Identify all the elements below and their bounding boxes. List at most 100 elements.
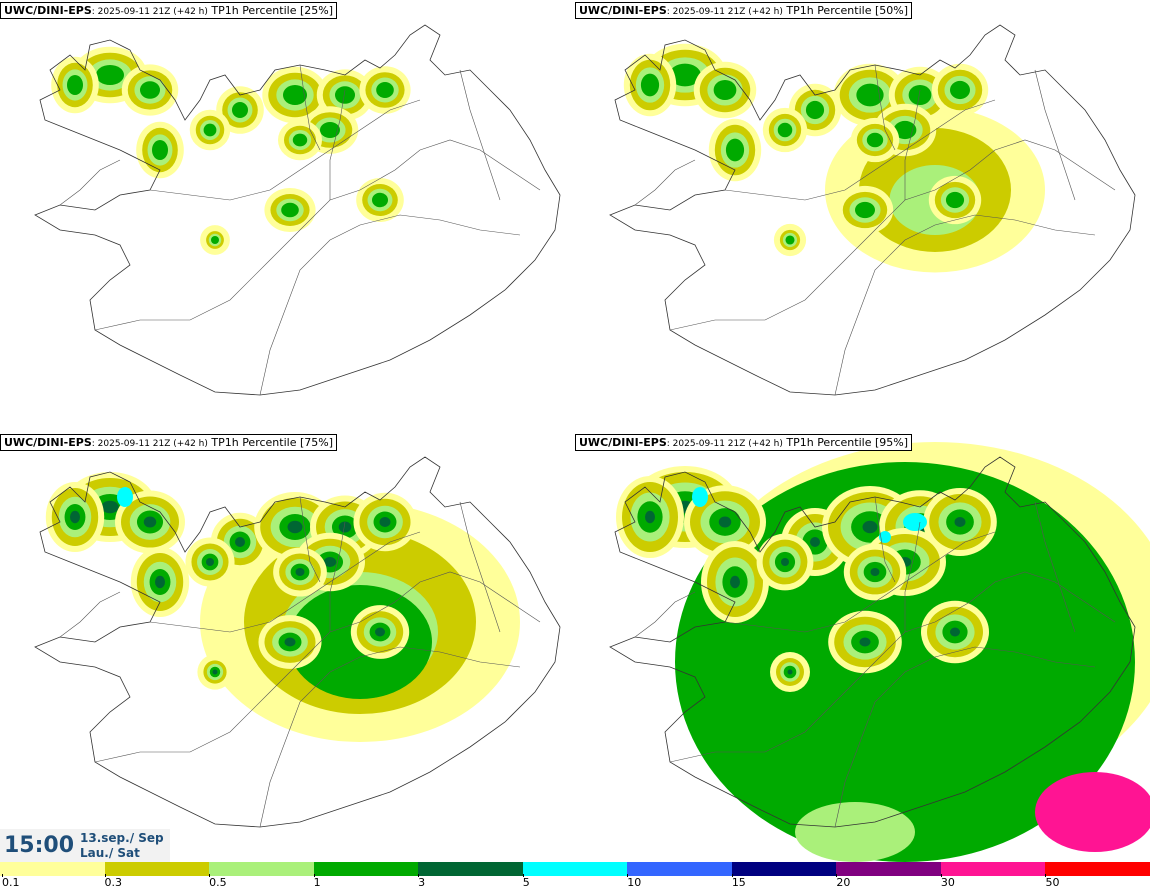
road-line xyxy=(904,521,921,632)
colorbar-tick-label: 0.1 xyxy=(2,874,20,889)
map-panel-p25: UWC/DINI-EPS: 2025-09-11 21Z (+42 h) TP1… xyxy=(0,0,575,430)
precip-cell xyxy=(376,81,394,99)
colorbar-tick-label: 3 xyxy=(418,874,426,889)
precip-cell xyxy=(893,120,917,140)
road-line xyxy=(329,521,346,632)
road-line xyxy=(299,496,321,583)
precip-cell xyxy=(725,138,745,162)
precip-cell xyxy=(859,637,871,647)
colorbar-segment xyxy=(836,862,941,876)
road-line xyxy=(329,89,346,200)
precip-field xyxy=(45,472,520,742)
colorbar-segment xyxy=(209,862,314,876)
road-line xyxy=(459,501,501,633)
colorbar-segment xyxy=(940,862,1046,876)
precip-cell xyxy=(139,81,161,99)
precip-cell xyxy=(151,139,169,161)
coastline xyxy=(609,24,1136,396)
precip-cell xyxy=(371,192,389,208)
road-line xyxy=(149,531,421,633)
valid-time-box: 15:00 13.sep./ Sep Lau./ Sat xyxy=(0,829,170,862)
coastline xyxy=(34,24,561,396)
precip-cell xyxy=(334,86,356,104)
road-line xyxy=(904,89,921,200)
road-line xyxy=(834,646,1096,828)
map-panel-p75: UWC/DINI-EPS: 2025-09-11 21Z (+42 h) TP1… xyxy=(0,432,575,862)
panel-title: UWC/DINI-EPS: 2025-09-11 21Z (+42 h) TP1… xyxy=(575,434,912,451)
precip-cell xyxy=(645,510,655,524)
precip-cell xyxy=(323,557,337,567)
precip-cell xyxy=(870,568,880,576)
road-line xyxy=(259,646,521,828)
panel-title: UWC/DINI-EPS: 2025-09-11 21Z (+42 h) TP1… xyxy=(0,434,337,451)
precip-cell xyxy=(155,575,165,589)
precip-cell xyxy=(235,537,245,547)
precip-cell xyxy=(879,531,891,543)
colorbar-tick-label: 15 xyxy=(731,874,746,889)
road-line xyxy=(634,159,696,206)
precip-cell xyxy=(950,627,960,637)
road-line xyxy=(669,571,1116,763)
precip-area xyxy=(795,802,915,862)
road-line xyxy=(259,214,521,396)
precip-cell xyxy=(101,500,119,514)
colorbar-ticks: 0.1 0.3 0.5 1 3 5 10 15 20 30 50 xyxy=(0,874,1150,891)
precip-cell xyxy=(856,83,884,107)
road-line xyxy=(299,64,321,151)
precip-cell xyxy=(805,100,825,120)
precip-map xyxy=(34,24,561,396)
colorbar-segment xyxy=(0,862,105,876)
precip-cell xyxy=(231,101,249,119)
colorbar-segment xyxy=(313,862,419,876)
road-line xyxy=(459,69,501,201)
road-line xyxy=(1034,69,1076,201)
colorbar-tick-label: 10 xyxy=(627,874,642,889)
precip-cell xyxy=(903,513,927,531)
precip-cell xyxy=(281,202,299,218)
precip-cell xyxy=(730,575,740,589)
precip-cell xyxy=(375,627,385,637)
road-line xyxy=(149,99,421,201)
precip-cell xyxy=(66,74,84,96)
colorbar-segment xyxy=(418,862,523,876)
precip-cell xyxy=(713,80,737,100)
precip-map xyxy=(34,456,561,828)
precip-field xyxy=(623,43,1045,273)
road-line xyxy=(724,531,996,633)
precip-cell xyxy=(866,132,884,148)
road-line xyxy=(94,571,541,763)
road-line xyxy=(634,591,696,638)
precip-cell xyxy=(718,516,732,528)
road-line xyxy=(669,139,1116,331)
precip-field xyxy=(51,46,411,255)
precip-cell xyxy=(206,558,214,566)
colorbar-segment xyxy=(627,862,732,876)
coastline xyxy=(609,456,1136,828)
precip-cell xyxy=(143,516,157,528)
precip-cell xyxy=(810,537,820,547)
colorbar-tick-label: 50 xyxy=(1045,874,1060,889)
colorbar-segment xyxy=(731,862,837,876)
precip-cell xyxy=(862,520,878,534)
valid-weekday: Lau./ Sat xyxy=(80,846,140,860)
road-line xyxy=(874,496,896,583)
colorbar-tick-label: 0.3 xyxy=(104,874,123,889)
precip-cell xyxy=(210,235,220,245)
precip-cell xyxy=(855,201,875,219)
panel-title: UWC/DINI-EPS: 2025-09-11 21Z (+42 h) TP1… xyxy=(575,2,912,19)
colorbar-segment xyxy=(522,862,628,876)
precip-cell xyxy=(692,487,708,507)
precip-cell xyxy=(945,191,965,209)
precip-cell xyxy=(282,84,308,106)
coastline xyxy=(34,456,561,828)
precip-cell xyxy=(908,85,932,105)
precip-cell xyxy=(70,510,80,524)
precip-field xyxy=(616,442,1150,862)
precip-cell xyxy=(950,80,970,100)
road-line xyxy=(59,591,121,638)
precip-cell xyxy=(781,558,789,566)
map-panel-p50: UWC/DINI-EPS: 2025-09-11 21Z (+42 h) TP1… xyxy=(575,0,1150,430)
precip-cell xyxy=(284,637,296,647)
precip-cell xyxy=(212,669,218,675)
precip-area xyxy=(1035,772,1150,852)
